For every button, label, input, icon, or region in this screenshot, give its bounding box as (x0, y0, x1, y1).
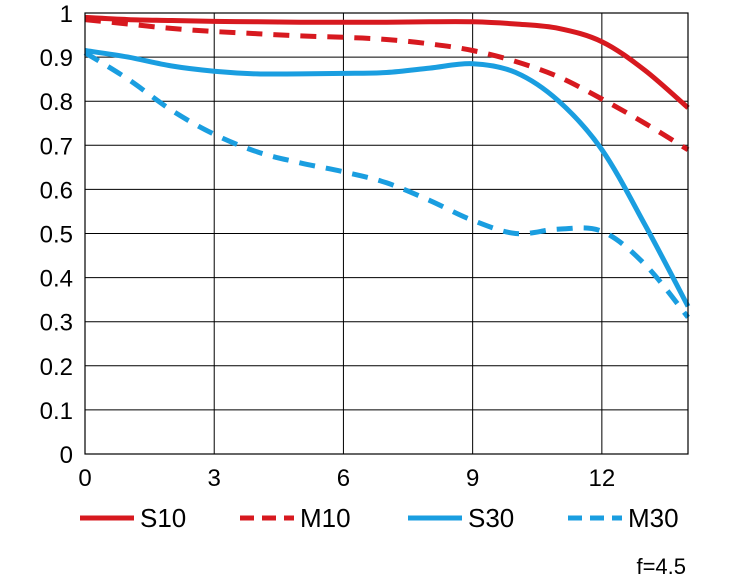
x-tick-label: 9 (466, 465, 479, 492)
y-axis-ticks: 0 0.1 0.2 0.3 0.4 0.5 0.6 0.7 0.8 0.9 1 (40, 1, 73, 469)
y-tick-label: 0 (60, 442, 73, 469)
series-line-m30 (83, 50, 690, 319)
legend-label-s10: S10 (140, 503, 186, 533)
x-tick-label: 3 (208, 465, 221, 492)
y-tick-label: 0.9 (40, 45, 73, 72)
y-tick-label: 0.5 (40, 222, 73, 249)
y-tick-label: 1 (60, 1, 73, 28)
legend-label-s30: S30 (468, 503, 514, 533)
legend-label-m30: M30 (628, 503, 679, 533)
aperture-note: f=4.5 (636, 554, 686, 579)
y-tick-label: 0.6 (40, 177, 73, 204)
x-tick-label: 0 (78, 465, 91, 492)
legend-label-m10: M10 (300, 503, 351, 533)
x-axis-ticks: 0 3 6 9 12 (78, 465, 615, 492)
y-tick-label: 0.3 (40, 310, 73, 337)
y-tick-label: 0.2 (40, 354, 73, 381)
y-tick-label: 0.1 (40, 398, 73, 425)
series-lines (83, 14, 691, 319)
y-tick-label: 0.4 (40, 266, 73, 293)
x-tick-label: 6 (337, 465, 350, 492)
plot-frame (84, 12, 689, 455)
series-line-s10 (84, 14, 690, 110)
y-tick-label: 0.8 (40, 89, 73, 116)
series-line-m10 (84, 17, 690, 152)
series-line-s30 (84, 48, 691, 308)
legend: S10 M10 S30 M30 (80, 503, 679, 533)
y-tick-label: 0.7 (40, 133, 73, 160)
grid (84, 12, 688, 455)
x-tick-label: 12 (589, 465, 616, 492)
